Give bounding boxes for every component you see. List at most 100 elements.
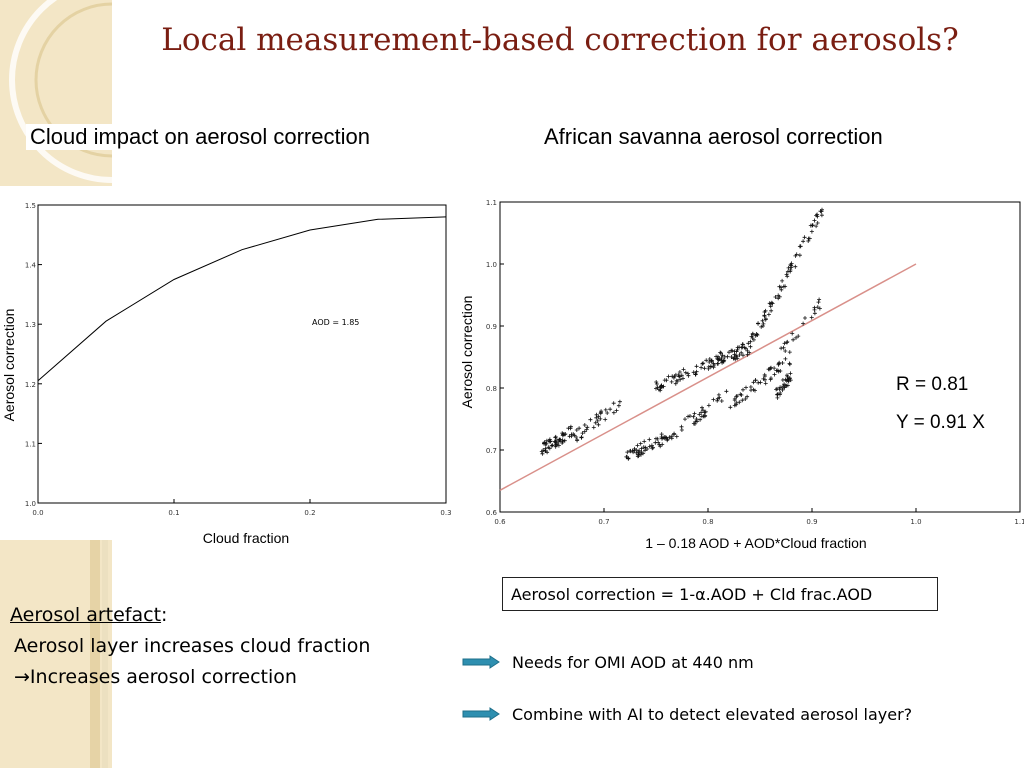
decorative-stripes-icon: [90, 540, 108, 768]
cloud-impact-line-chart: 0.0 0.1 0.2 0.3 1.0 1.1 1.2 1.3 1.4 1.5 AOD = 1.8…: [1, 202, 452, 546]
scatter-point: [672, 432, 676, 437]
scatter-point: [702, 366, 707, 371]
scatter-point: [728, 405, 733, 410]
scatter-point: [582, 429, 587, 434]
scatter-point: [803, 316, 807, 320]
scatter-point: [546, 445, 551, 450]
scatter-point: [780, 361, 785, 365]
y-axis-label: Aerosol correction: [1, 309, 17, 422]
x-tick-label: 0.9: [806, 518, 817, 526]
scatter-point: [782, 341, 787, 346]
scatter-point: [778, 392, 782, 397]
scatter-point: [603, 417, 608, 422]
scatter-point: [598, 416, 603, 421]
y-tick-label: 0.8: [486, 385, 497, 393]
scatter-point: [722, 354, 727, 359]
scatter-point: [762, 314, 767, 319]
scatter-point: [766, 312, 771, 317]
scatter-point: [727, 350, 731, 355]
scatter-point: [796, 334, 801, 339]
scatter-point: [693, 421, 697, 426]
scatter-point: [688, 414, 692, 418]
scatter-point: [645, 447, 650, 451]
scatter-point: [746, 341, 751, 346]
scatter-point: [678, 377, 683, 382]
scatter-point: [666, 374, 671, 379]
scatter-point: [562, 438, 567, 443]
scatter-point: [575, 437, 580, 442]
scatter-point: [579, 435, 584, 440]
scatter-point: [611, 410, 616, 415]
bullet-text: Needs for OMI AOD at 440 nm: [512, 652, 754, 672]
scatter-point: [681, 367, 686, 372]
scatter-point: [801, 321, 806, 326]
scatter-point: [777, 294, 782, 299]
y-tick-label: 0.9: [486, 323, 497, 331]
scatter-point: [777, 387, 782, 392]
savanna-scatter-chart: 0.6 0.7 0.8 0.9 1.0 1.1 0.6 0.7 0.8 0.9 1.0 1.1 Aer…: [459, 199, 1024, 551]
scatter-point: [693, 372, 698, 377]
y-axis-label: Aerosol correction: [459, 296, 475, 409]
scatter-point: [801, 239, 806, 244]
scatter-point: [788, 262, 793, 267]
scatter-point: [568, 426, 573, 431]
scatter-point: [667, 435, 672, 440]
scatter-point: [697, 412, 702, 417]
scatter-point: [711, 397, 716, 402]
x-axis-label: Cloud fraction: [203, 530, 289, 546]
scatter-point: [585, 425, 590, 430]
scatter-point: [737, 400, 742, 405]
scatter-point: [614, 408, 619, 413]
scatter-point: [783, 349, 788, 353]
bullet-item: Needs for OMI AOD at 440 nm: [462, 650, 754, 674]
scatter-point: [817, 306, 822, 311]
scatter-point: [694, 417, 699, 421]
scatter-point: [745, 394, 750, 399]
series-line: [37, 216, 447, 382]
scatter-point: [701, 361, 706, 366]
scatter-point: [556, 443, 561, 448]
arrow-right-icon: [462, 707, 500, 721]
scatter-point: [737, 353, 742, 357]
scatter-point: [553, 434, 558, 439]
artefact-colon: :: [161, 604, 168, 626]
scatter-point: [719, 356, 724, 360]
scatter-point: [626, 456, 631, 461]
scatter-point: [709, 358, 714, 363]
scatter-point: [683, 417, 687, 422]
x-tick-label: 0.2: [304, 509, 315, 517]
x-tick-label: 1.0: [910, 518, 921, 526]
y-tick-label: 0.7: [486, 447, 497, 455]
scatter-point: [815, 221, 820, 225]
scatter-point: [793, 264, 798, 269]
scatter-point: [641, 445, 646, 450]
scatter-point: [698, 417, 703, 422]
scatter-point: [732, 349, 737, 354]
scatter-point: [691, 370, 696, 375]
scatter-point: [693, 372, 698, 377]
scatter-point: [580, 431, 585, 436]
scatter-point: [595, 418, 600, 423]
scatter-point: [732, 355, 737, 360]
scatter-point: [655, 385, 660, 390]
scatter-point: [596, 414, 601, 419]
scatter-point: [740, 398, 745, 403]
y-tick-label: 1.0: [25, 500, 36, 508]
scatter-point: [553, 444, 558, 449]
scatter-point: [674, 434, 679, 439]
bullet-text: Combine with AI to detect elevated aeros…: [512, 704, 913, 724]
scatter-point: [777, 360, 782, 365]
scatter-point: [608, 407, 613, 412]
scatter-point: [574, 428, 579, 432]
scatter-point: [547, 437, 552, 442]
x-tick-label: 0.6: [494, 518, 506, 526]
scatter-point: [677, 370, 682, 374]
y-tick-label: 0.6: [486, 509, 498, 517]
scatter-point: [636, 452, 641, 457]
regression-equation-label: Y = 0.91 X: [896, 412, 985, 433]
scatter-point: [673, 381, 678, 386]
scatter-point: [686, 414, 690, 419]
scatter-point: [756, 321, 761, 326]
r-value-label: R = 0.81: [896, 374, 968, 395]
scatter-point: [766, 367, 771, 372]
